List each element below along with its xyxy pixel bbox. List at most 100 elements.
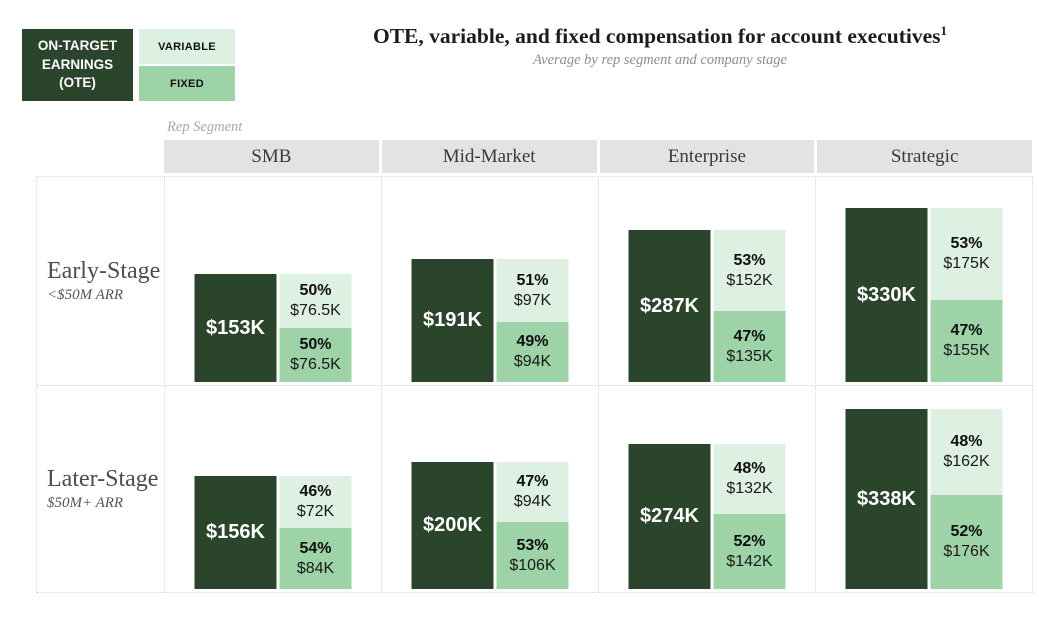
ote-bar: $200K	[411, 462, 494, 589]
fixed-segment: 49% $94K	[496, 322, 569, 382]
variable-segment: 53% $175K	[930, 208, 1003, 300]
variable-amount-label: $76.5K	[290, 302, 341, 319]
variable-pct-label: 48%	[733, 460, 766, 477]
fixed-amount-label: $135K	[726, 347, 773, 365]
fixed-pct-label: 49%	[516, 333, 549, 350]
ote-value-label: $156K	[206, 521, 265, 543]
fixed-pct-label: 47%	[950, 322, 983, 339]
ote-bar: $156K	[194, 476, 277, 589]
fixed-amount-label: $176K	[943, 543, 990, 560]
variable-fixed-bar: 47% $94K 53% $106K	[496, 462, 569, 589]
chart-title: OTE, variable, and fixed compensation fo…	[285, 23, 1035, 49]
variable-pct-label: 48%	[950, 433, 983, 450]
ote-value-label: $200K	[423, 514, 482, 536]
variable-pct-label: 46%	[299, 483, 332, 500]
bar-group: $156K 46% $72K 54% $84K	[194, 476, 352, 589]
fixed-segment: 50% $76.5K	[279, 328, 352, 382]
ote-bar: $153K	[194, 274, 277, 382]
fixed-pct-label: 52%	[733, 532, 766, 550]
chart-cell-early-smb: $153K 50% $76.5K 50% $76.5K	[165, 177, 382, 386]
ote-value-label: $338K	[857, 487, 916, 510]
bar-group: $153K 50% $76.5K 50% $76.5K	[194, 274, 352, 382]
fixed-pct-label: 54%	[299, 539, 332, 557]
ote-bar: $330K	[845, 208, 928, 382]
variable-pct-label: 51%	[516, 271, 549, 289]
row-sublabel-text: <$50M ARR	[47, 287, 124, 304]
bar-group: $287K 53% $152K 47% $135K	[628, 230, 786, 382]
ote-value-label: $153K	[206, 316, 265, 339]
column-header-enterprise: Enterprise	[599, 140, 815, 173]
footnote-marker: 1	[940, 23, 948, 38]
variable-pct-label: 50%	[299, 282, 332, 299]
legend-ote-line2: EARNINGS	[41, 56, 114, 72]
variable-amount-label: $72K	[296, 503, 335, 520]
chart-cell-early-enterprise: $287K 53% $152K 47% $135K	[599, 177, 816, 386]
column-header-smb: SMB	[164, 140, 379, 173]
ote-value-label: $330K	[857, 283, 916, 306]
legend-variable-box: VARIABLE	[139, 29, 235, 64]
fixed-segment: 47% $155K	[930, 300, 1003, 382]
variable-fixed-bar: 53% $175K 47% $155K	[930, 208, 1003, 382]
fixed-pct-label: 47%	[733, 327, 766, 345]
fixed-amount-label: $84K	[296, 559, 335, 577]
variable-amount-label: $94K	[513, 493, 552, 510]
variable-segment: 53% $152K	[713, 230, 786, 311]
legend-fixed-box: FIXED	[139, 66, 235, 101]
ote-bar: $287K	[628, 230, 711, 382]
bar-group: $200K 47% $94K 53% $106K	[411, 462, 569, 589]
variable-fixed-bar: 50% $76.5K 50% $76.5K	[279, 274, 352, 382]
fixed-amount-label: $76.5K	[290, 356, 341, 373]
row-label-text: Early-Stage	[47, 257, 161, 284]
fixed-pct-label: 50%	[299, 336, 332, 353]
legend-ote-box: ON-TARGET EARNINGS (OTE)	[22, 29, 133, 101]
variable-segment: 48% $132K	[713, 444, 786, 514]
variable-fixed-bar: 48% $132K 52% $142K	[713, 444, 786, 589]
variable-pct-label: 53%	[950, 235, 983, 252]
row-label-text: Later-Stage	[47, 465, 159, 492]
ote-bar: $191K	[411, 259, 494, 382]
variable-amount-label: $175K	[943, 255, 990, 272]
fixed-segment: 52% $142K	[713, 514, 786, 589]
rep-segment-axis-label: Rep Segment	[167, 119, 243, 135]
bar-group: $338K 48% $162K 52% $176K	[845, 409, 1003, 589]
variable-segment: 46% $72K	[279, 476, 352, 528]
variable-fixed-bar: 48% $162K 52% $176K	[930, 409, 1003, 589]
fixed-segment: 54% $84K	[279, 528, 352, 589]
ote-value-label: $287K	[640, 294, 699, 317]
ote-value-label: $274K	[640, 505, 699, 527]
variable-pct-label: 53%	[733, 251, 766, 269]
variable-segment: 51% $97K	[496, 259, 569, 322]
variable-segment: 47% $94K	[496, 462, 569, 522]
variable-amount-label: $162K	[943, 453, 990, 470]
variable-fixed-bar: 46% $72K 54% $84K	[279, 476, 352, 589]
column-header-row: SMB Mid-Market Enterprise Strategic	[164, 140, 1032, 173]
fixed-amount-label: $142K	[726, 552, 773, 570]
chart-subtitle: Average by rep segment and company stage	[533, 52, 787, 69]
fixed-segment: 53% $106K	[496, 522, 569, 589]
bar-group: $191K 51% $97K 49% $94K	[411, 259, 569, 382]
chart-cell-later-smb: $156K 46% $72K 54% $84K	[165, 386, 382, 593]
variable-fixed-bar: 53% $152K 47% $135K	[713, 230, 786, 382]
chart-cell-later-mid-market: $200K 47% $94K 53% $106K	[382, 386, 599, 593]
ote-value-label: $191K	[423, 309, 482, 331]
variable-segment: 48% $162K	[930, 409, 1003, 495]
bar-group: $330K 53% $175K 47% $155K	[845, 208, 1003, 382]
chart-cell-later-enterprise: $274K 48% $132K 52% $142K	[599, 386, 816, 593]
fixed-pct-label: 52%	[950, 523, 983, 540]
variable-amount-label: $152K	[726, 271, 773, 289]
fixed-amount-label: $106K	[509, 556, 556, 574]
row-label-early-stage: Early-Stage <$50M ARR	[37, 177, 165, 386]
bar-group: $274K 48% $132K 52% $142K	[628, 444, 786, 589]
fixed-amount-label: $94K	[513, 353, 552, 370]
fixed-pct-label: 53%	[516, 536, 549, 554]
legend-ote-line3: (OTE)	[59, 75, 96, 91]
variable-pct-label: 47%	[516, 473, 549, 490]
variable-fixed-bar: 51% $97K 49% $94K	[496, 259, 569, 382]
column-header-mid-market: Mid-Market	[381, 140, 597, 173]
row-sublabel-text: $50M+ ARR	[47, 495, 124, 512]
title-block: OTE, variable, and fixed compensation fo…	[285, 23, 1035, 69]
legend-ote-line1: ON-TARGET	[37, 37, 118, 53]
chart-cell-early-strategic: $330K 53% $175K 47% $155K	[816, 177, 1033, 386]
fixed-segment: 52% $176K	[930, 495, 1003, 589]
